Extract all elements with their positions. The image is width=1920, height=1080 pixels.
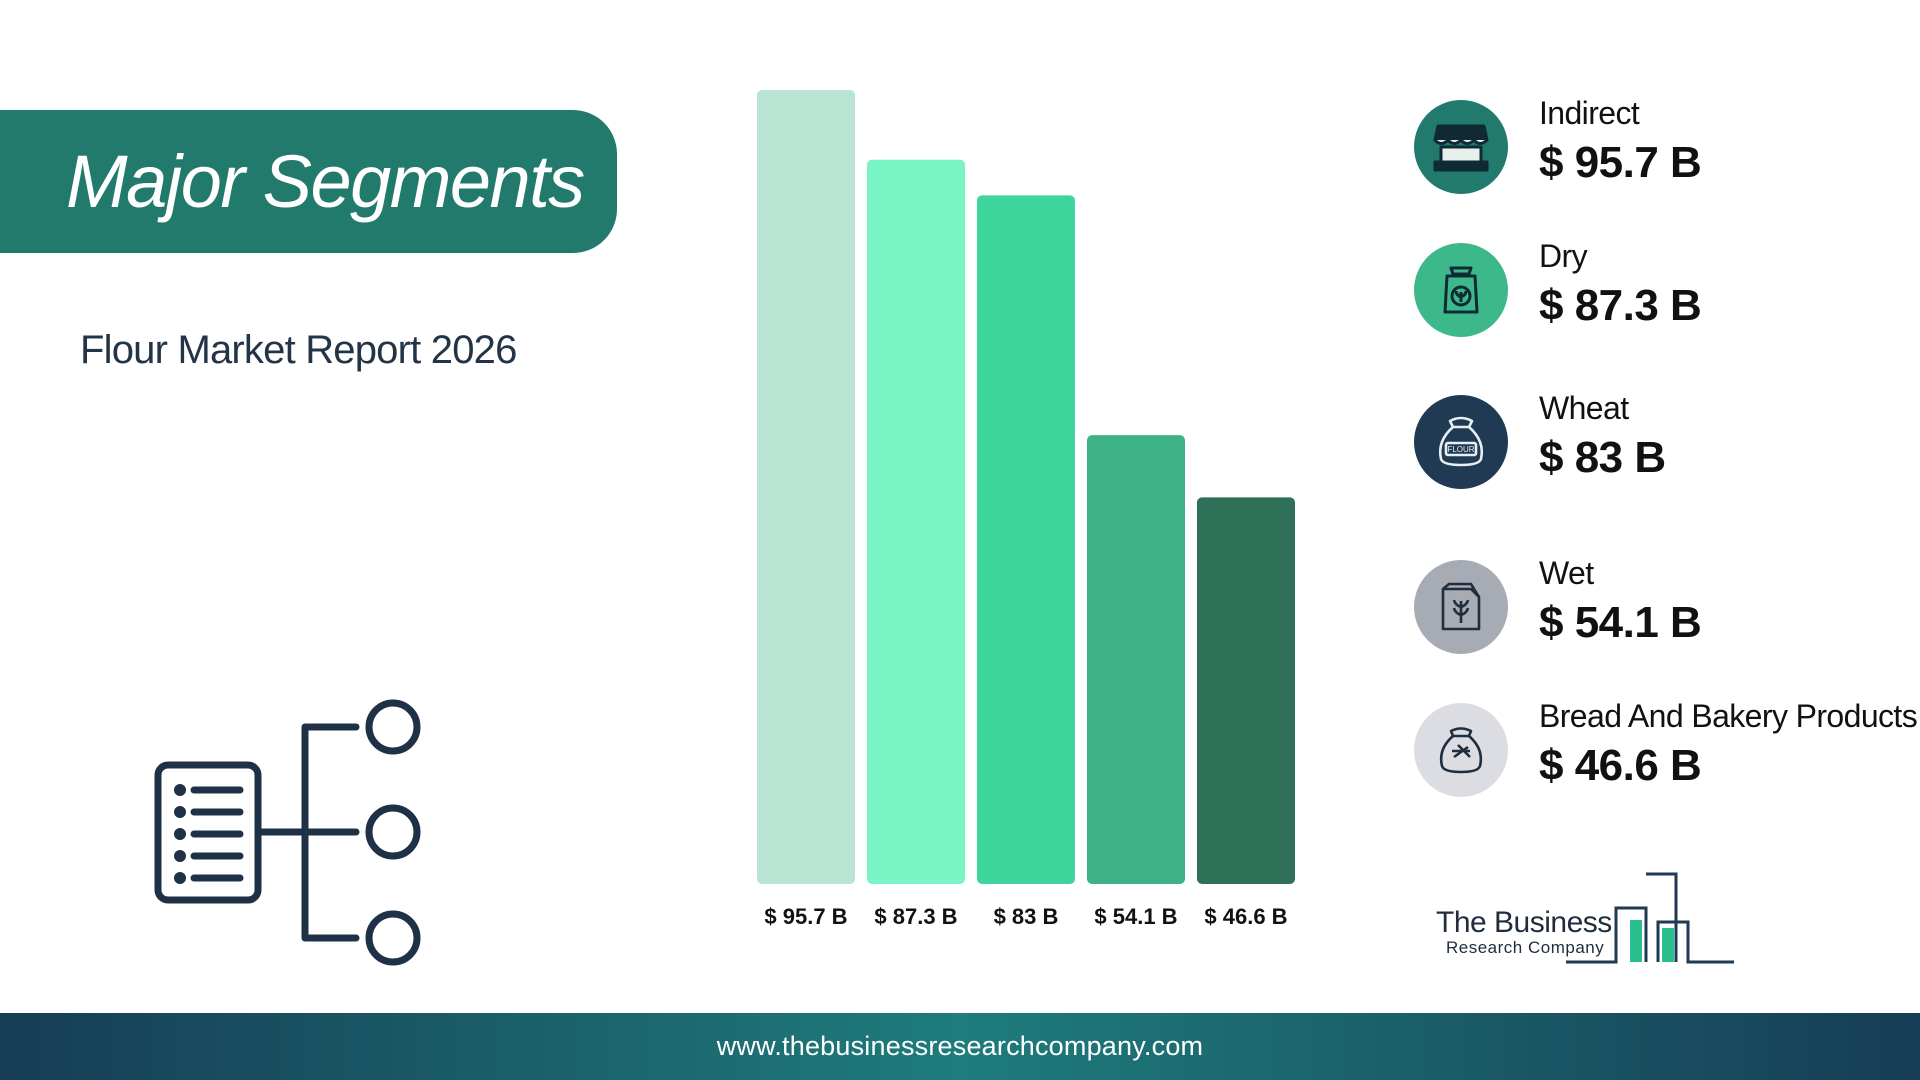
legend-item-wet: Wet $ 54.1 B <box>1412 550 1912 654</box>
bar-wheat <box>977 195 1075 884</box>
legend-label: Wheat <box>1539 390 1629 426</box>
legend-item-bread-and-bakery-products: Bread And Bakery Products $ 46.6 B <box>1412 693 1918 797</box>
footer-bar: www.thebusinessresearchcompany.com <box>0 1013 1920 1080</box>
bar-value-label: $ 87.3 B <box>874 904 957 929</box>
flour-sack-icon: FLOUR <box>1414 395 1508 489</box>
legend-value: $ 83 B <box>1539 433 1666 482</box>
website-link[interactable]: www.thebusinessresearchcompany.com <box>716 1031 1204 1061</box>
market-stall-icon <box>1414 100 1508 194</box>
bar-wet <box>1087 435 1185 884</box>
logo-name: The Business <box>1436 906 1612 939</box>
page-title: Major Segments <box>66 140 585 223</box>
building-bars-logo-icon <box>1566 872 1734 964</box>
logo-tagline: Research Company <box>1446 938 1605 957</box>
legend-label: Dry <box>1539 238 1588 274</box>
legend-value: $ 54.1 B <box>1539 598 1702 647</box>
title-banner: Major Segments <box>0 110 617 253</box>
bar-value-label: $ 54.1 B <box>1094 904 1177 929</box>
legend-value: $ 95.7 B <box>1539 138 1702 187</box>
legend-label: Bread And Bakery Products <box>1539 698 1918 734</box>
bakery-sack-icon <box>1414 703 1508 797</box>
legend-item-indirect: Indirect $ 95.7 B <box>1412 90 1912 194</box>
hierarchy-list-icon <box>154 699 421 966</box>
svg-text:FLOUR: FLOUR <box>1447 445 1474 454</box>
legend-item-wheat: FLOUR Wheat $ 83 B <box>1412 385 1912 489</box>
bar-value-label: $ 83 B <box>994 904 1059 929</box>
flour-bag-icon <box>1414 243 1508 337</box>
company-logo: The Business Research Company <box>1436 870 1746 970</box>
report-subtitle: Flour Market Report 2026 <box>80 328 517 372</box>
bar-value-label: $ 95.7 B <box>764 904 847 929</box>
legend-value: $ 87.3 B <box>1539 281 1702 330</box>
legend-item-dry: Dry $ 87.3 B <box>1412 233 1912 337</box>
legend-label: Indirect <box>1539 95 1640 131</box>
bar-dry <box>867 159 965 884</box>
legend-value: $ 46.6 B <box>1539 741 1702 790</box>
grain-package-icon <box>1414 560 1508 654</box>
bar-indirect <box>757 90 855 884</box>
bar-chart: $ 95.7 B $ 87.3 B $ 83 B $ 54.1 B $ 46.6 B <box>757 90 1295 929</box>
legend-label: Wet <box>1539 555 1594 591</box>
bar-bread-and-bakery-products <box>1197 497 1295 884</box>
bar-value-label: $ 46.6 B <box>1204 904 1287 929</box>
